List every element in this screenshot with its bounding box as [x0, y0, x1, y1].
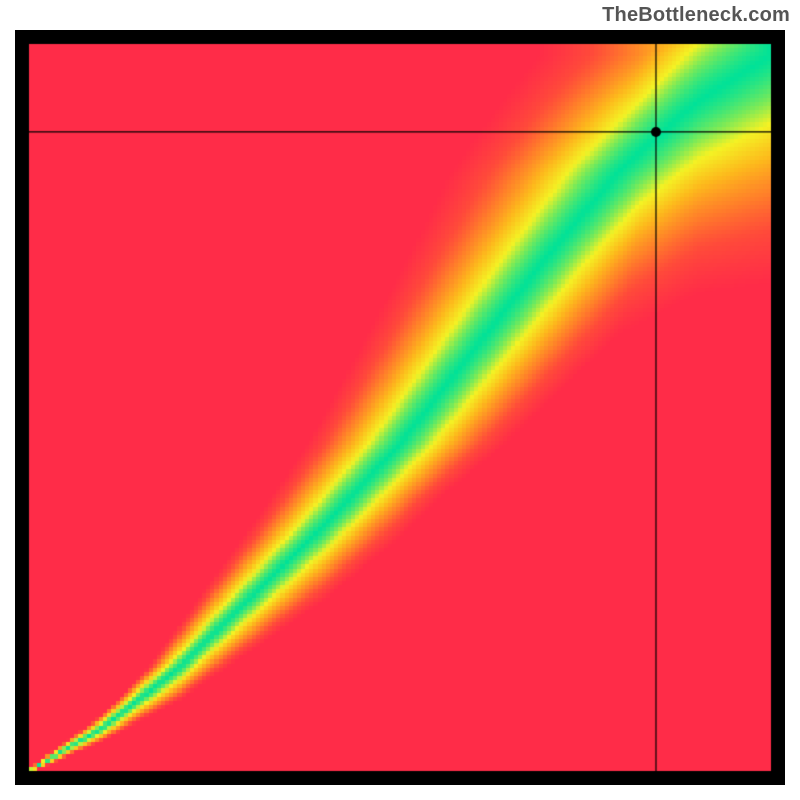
heatmap-canvas — [15, 30, 785, 785]
chart-container: TheBottleneck.com — [0, 0, 800, 800]
heatmap-plot — [15, 30, 785, 785]
watermark-label: TheBottleneck.com — [602, 4, 790, 27]
